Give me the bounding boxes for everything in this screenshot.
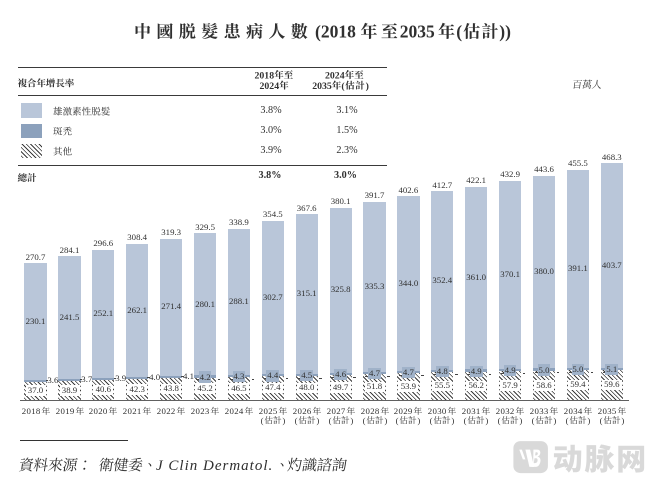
svg-text:2026: 2026: [292, 406, 311, 416]
svg-text:(: (: [532, 415, 535, 425]
svg-text:): ): [350, 415, 353, 425]
svg-text:): ): [486, 415, 489, 425]
svg-text:): ): [519, 415, 522, 425]
svg-text:(: (: [456, 22, 462, 42]
svg-text:(: (: [260, 415, 263, 425]
svg-text:2033: 2033: [530, 406, 549, 416]
svg-text:(: (: [464, 415, 467, 425]
svg-text:(: (: [341, 81, 344, 92]
svg-text:): ): [282, 415, 285, 425]
svg-text:(: (: [498, 415, 501, 425]
svg-text:2018: 2018: [255, 70, 275, 81]
svg-text:)): )): [499, 22, 511, 42]
svg-text:): ): [621, 415, 624, 425]
svg-text:): ): [366, 81, 369, 92]
svg-text:2020: 2020: [89, 406, 108, 416]
svg-text:(: (: [565, 415, 568, 425]
svg-text:): ): [418, 415, 421, 425]
svg-text:2019: 2019: [55, 406, 74, 416]
svg-text:2035: 2035: [598, 406, 617, 416]
svg-text:(: (: [328, 415, 331, 425]
svg-text:): ): [384, 415, 387, 425]
svg-text:(: (: [396, 415, 399, 425]
svg-text:(: (: [599, 415, 602, 425]
svg-text:(: (: [430, 415, 433, 425]
svg-text:2027: 2027: [326, 406, 345, 416]
svg-text:2024: 2024: [260, 81, 280, 92]
svg-text:(: (: [294, 415, 297, 425]
svg-text:2028: 2028: [360, 406, 379, 416]
svg-text:2025: 2025: [259, 406, 278, 416]
svg-text:(: (: [362, 415, 365, 425]
svg-text:J Clin Dermatol.: J Clin Dermatol.: [156, 458, 273, 474]
svg-text:): ): [587, 415, 590, 425]
svg-text:2031: 2031: [462, 406, 481, 416]
svg-text:(2018: (2018: [315, 22, 356, 42]
svg-text:): ): [553, 415, 556, 425]
svg-text:2018: 2018: [21, 406, 40, 416]
svg-text:2024: 2024: [225, 406, 244, 416]
svg-text:2022: 2022: [157, 406, 176, 416]
svg-text:2035: 2035: [400, 22, 435, 42]
svg-text:2021: 2021: [123, 406, 142, 416]
svg-text:2035: 2035: [312, 81, 332, 92]
svg-text:): ): [316, 415, 319, 425]
svg-text:2024: 2024: [325, 70, 345, 81]
svg-text:2029: 2029: [394, 406, 413, 416]
svg-text:2032: 2032: [496, 406, 515, 416]
svg-text:2023: 2023: [191, 406, 210, 416]
svg-text:2034: 2034: [564, 406, 583, 416]
svg-text:): ): [452, 415, 455, 425]
svg-text:2030: 2030: [428, 406, 447, 416]
